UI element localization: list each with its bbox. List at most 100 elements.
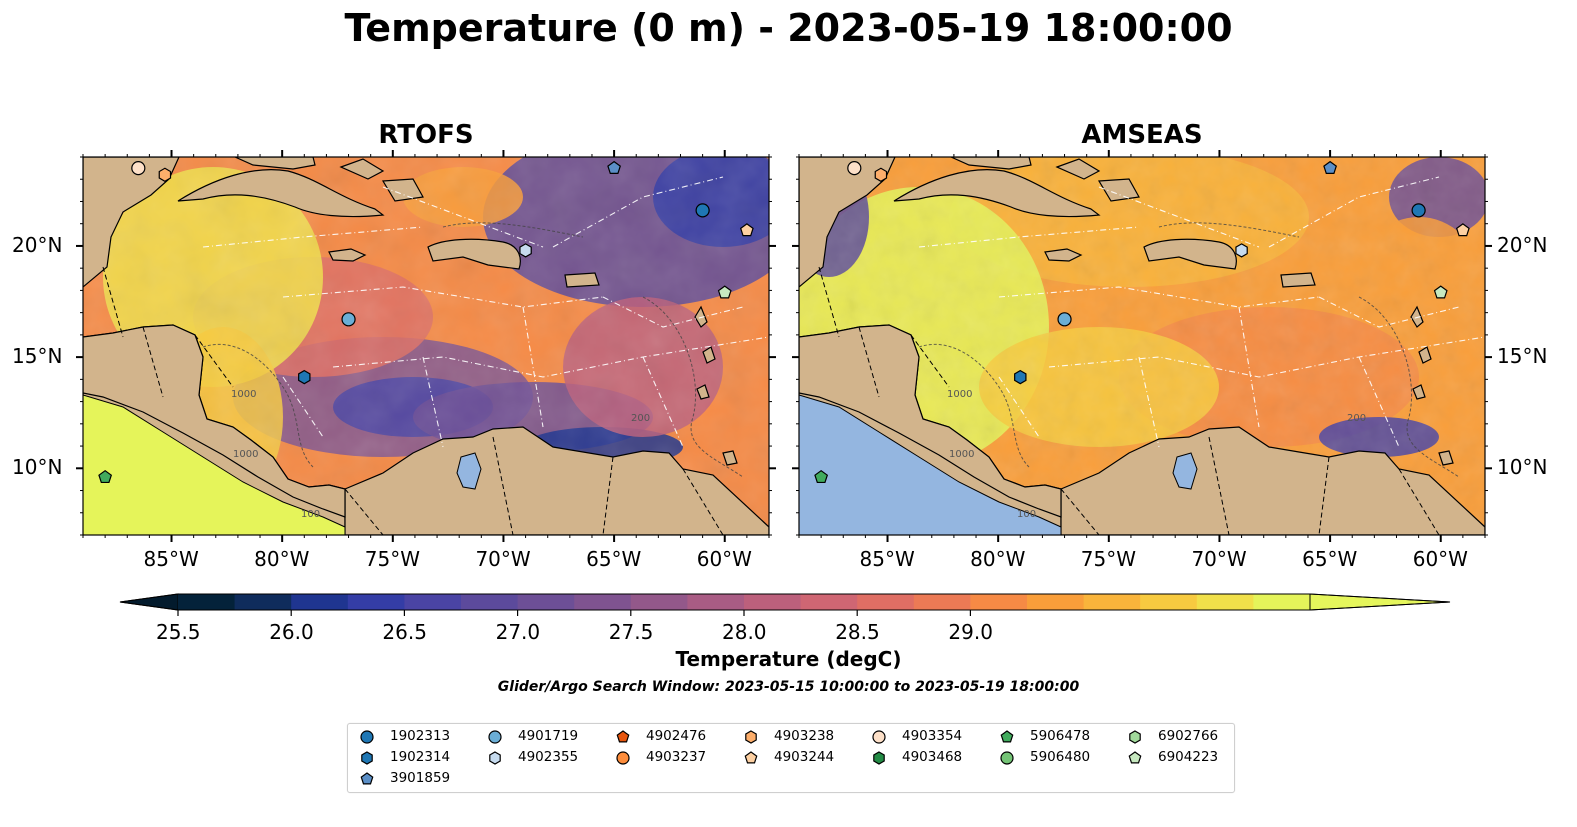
legend-label: 4902355 [518, 749, 579, 765]
lon-label: 60°W [696, 547, 752, 571]
colorbar-label: Temperature (degC) [675, 647, 902, 671]
land-shape [722, 450, 738, 466]
contour-label: 1000 [231, 389, 256, 400]
land-shape [1044, 248, 1083, 262]
lat-label-left: 20°N [12, 232, 63, 257]
colorbar-tick-label: 26.5 [382, 620, 427, 644]
contour-label: 1000 [947, 389, 972, 400]
circle-marker-icon [360, 730, 374, 744]
land-shape [1055, 158, 1101, 180]
hexagon-marker-icon [873, 751, 885, 765]
float-marker-6904223 [1433, 285, 1448, 299]
lat-label-left: 10°N [12, 455, 63, 480]
legend-label: 4903468 [902, 749, 963, 765]
lat-label-right: 20°N [1497, 232, 1548, 257]
colorbar-segment [857, 594, 915, 610]
lat-label-left: 15°N [12, 344, 63, 369]
contour-label: 200 [631, 413, 650, 424]
land-shape [950, 157, 1032, 170]
land-shape [1097, 178, 1140, 202]
circle-marker-icon [872, 730, 886, 744]
legend-label: 4903244 [774, 749, 835, 765]
land-shape [427, 238, 521, 270]
land-shape [234, 157, 316, 170]
legend: 1902313 1902314 3901859 4901719 4902355 49024… [347, 723, 1235, 793]
land-shape [702, 346, 716, 364]
colorbar-segment [1083, 594, 1141, 610]
lon-label: 75°W [364, 547, 421, 571]
float-marker-4903354 [847, 161, 862, 176]
colorbar-segment [1196, 594, 1254, 610]
pentagon-marker-icon [744, 751, 758, 764]
colorbar-segment [800, 594, 858, 610]
land-shape [1060, 426, 1485, 535]
land-shape [328, 248, 367, 262]
float-marker-1902314 [298, 369, 311, 385]
lon-label: 65°W [586, 547, 642, 571]
float-marker-4903354 [131, 161, 146, 176]
lat-label-right: 10°N [1497, 455, 1548, 480]
float-marker-5906478 [814, 469, 829, 484]
hexagon-marker-icon [489, 751, 501, 765]
land-shape [339, 158, 385, 180]
land-shape [564, 272, 600, 288]
land-shape [893, 169, 1101, 218]
land-shape [83, 157, 180, 288]
float-marker-3901859 [607, 160, 621, 174]
float-marker-4903244 [739, 223, 754, 237]
float-marker-1902314 [1014, 369, 1027, 385]
land-shape [177, 169, 385, 218]
pentagon-marker-icon [1000, 730, 1014, 743]
lon-label: 70°W [1191, 547, 1247, 571]
float-marker-5906478 [98, 469, 113, 484]
float-marker-3901859 [1323, 160, 1337, 174]
contour-label: 100 [301, 509, 320, 520]
colorbar-tick-label: 27.5 [608, 620, 654, 644]
lon-label: 65°W [1302, 547, 1358, 571]
colorbar-segment [517, 594, 575, 610]
colorbar-tick-label: 29.0 [948, 620, 993, 644]
land-shape [1412, 384, 1426, 400]
land-shape [1418, 346, 1432, 364]
float-marker-4903238 [874, 167, 888, 182]
land-shape [1143, 238, 1237, 270]
colorbar-segment [291, 594, 349, 610]
colorbar [119, 593, 1451, 616]
land-shape [381, 178, 424, 202]
colorbar-under-arrow [119, 593, 179, 611]
legend-label: 5906480 [1030, 749, 1091, 765]
colorbar-segment [630, 594, 688, 610]
colorbar-segment [404, 594, 462, 610]
circle-marker-icon [616, 751, 630, 765]
colorbar-segment [1140, 594, 1198, 610]
colorbar-tick-label: 27.0 [495, 620, 541, 644]
hexagon-marker-icon [1129, 730, 1141, 744]
land-shape [1280, 272, 1316, 288]
colorbar-segment [461, 594, 519, 610]
lon-label: 60°W [1412, 547, 1468, 571]
colorbar-segment [913, 594, 971, 610]
panel-title-rtofs: RTOFS [378, 120, 474, 150]
lat-label-right: 15°N [1497, 344, 1548, 369]
legend-label: 4902476 [646, 728, 707, 744]
float-marker-4901719 [1057, 312, 1072, 327]
pentagon-marker-icon [1128, 751, 1142, 764]
search-window-text: Glider/Argo Search Window: 2023-05-15 10… [497, 679, 1080, 695]
lon-label: 85°W [143, 547, 199, 571]
legend-label: 3901859 [390, 770, 451, 786]
pentagon-marker-icon [360, 772, 374, 785]
lon-label: 70°W [475, 547, 531, 571]
lon-label: 75°W [1080, 547, 1137, 571]
colorbar-tick-label: 28.5 [835, 620, 880, 644]
float-marker-4903244 [1455, 223, 1470, 237]
lon-label: 85°W [859, 547, 915, 571]
land-shape [1438, 450, 1454, 466]
float-marker-4902355 [1235, 243, 1248, 258]
legend-label: 4903237 [646, 749, 707, 765]
colorbar-segment [574, 594, 632, 610]
colorbar-segment [178, 594, 236, 610]
hexagon-marker-icon [745, 730, 757, 744]
colorbar-segment [744, 594, 802, 610]
land-shape [344, 426, 769, 535]
